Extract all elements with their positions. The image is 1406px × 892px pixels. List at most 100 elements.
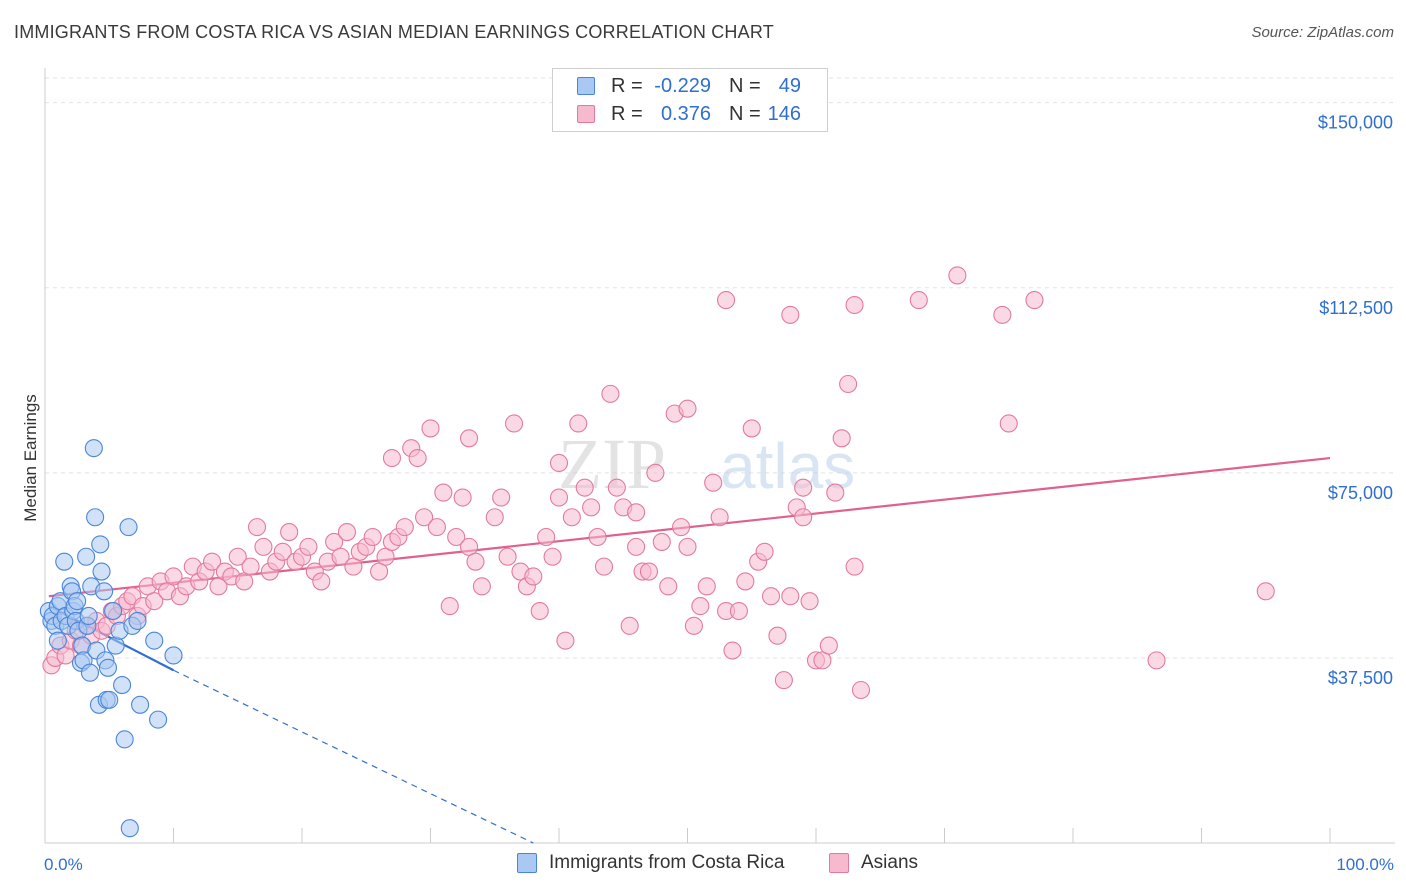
asian-point — [1025, 291, 1044, 310]
costa-rica-point — [95, 582, 114, 601]
y-tick-label: $75,000 — [1328, 483, 1393, 503]
asian-point — [241, 557, 260, 576]
asian-point — [639, 562, 659, 581]
costa-rica-point — [131, 695, 150, 714]
legend-row-pink: R = 0.376 N = 146 — [553, 100, 827, 128]
costa-rica-point — [100, 690, 119, 709]
asian-point — [781, 587, 800, 606]
asian-point — [704, 473, 723, 492]
asian-point — [537, 527, 556, 547]
costa-rica-point — [145, 631, 164, 650]
asian-point — [549, 488, 569, 507]
costa-rica-point — [115, 730, 134, 749]
axes — [44, 68, 1395, 844]
asian-point — [492, 488, 511, 507]
legend-swatch-pink — [577, 105, 595, 123]
asian-point — [164, 567, 183, 586]
asian-point — [588, 527, 607, 547]
asian-point — [1256, 582, 1275, 601]
asian-point — [768, 626, 787, 645]
asian-point — [427, 518, 446, 537]
asian-point — [549, 453, 569, 473]
costa-rica-point — [98, 658, 118, 677]
trend-lines — [48, 456, 1331, 844]
costa-rica-point — [48, 631, 67, 650]
asian-point — [845, 295, 864, 315]
asian-point — [299, 537, 318, 556]
asian-point — [421, 419, 440, 438]
legend-r-value: 0.376 — [660, 102, 711, 125]
asian-point — [794, 508, 813, 527]
asian-point — [755, 542, 774, 561]
asian-point — [415, 508, 434, 527]
costa-rica-point — [164, 646, 183, 665]
asian-point — [472, 577, 491, 596]
costa-rica-point — [68, 592, 87, 611]
legend-item-costa-rica[interactable]: Immigrants from Costa Rica — [517, 852, 784, 874]
asian-point — [819, 636, 838, 655]
costa-rica-point — [79, 606, 98, 626]
asian-point — [524, 567, 543, 586]
asian-point — [774, 671, 793, 690]
asian-point — [1147, 651, 1166, 670]
asian-point — [363, 527, 382, 547]
asian-point — [594, 557, 614, 576]
asian-point — [839, 374, 858, 394]
legend-item-asians[interactable]: Asians — [829, 852, 918, 874]
asian-point — [697, 577, 716, 596]
asian-point — [627, 537, 646, 556]
asian-point — [466, 552, 485, 571]
costa-rica-point — [86, 508, 105, 527]
asian-points — [42, 266, 1275, 700]
asian-point — [826, 483, 845, 502]
costa-rica-point — [104, 601, 123, 621]
legend-label-asians: Asians — [861, 852, 919, 873]
asian-point — [999, 414, 1018, 433]
asian-point — [203, 552, 222, 571]
asian-point — [440, 597, 459, 616]
correlation-legend: R = -0.229 N = 49 R = 0.376 N = 146 — [552, 68, 828, 132]
asian-point — [646, 463, 665, 482]
asian-point — [395, 518, 414, 537]
legend-label-costa-rica: Immigrants from Costa Rica — [549, 852, 785, 873]
asian-point — [909, 291, 928, 310]
costa-rica-point — [119, 518, 138, 537]
asian-point — [716, 291, 736, 310]
asian-point — [247, 518, 267, 537]
costa-rica-point — [84, 439, 103, 458]
costa-rica-point — [113, 676, 132, 695]
source-note: Source: ZipAtlas.com — [1251, 24, 1394, 41]
asian-point — [678, 537, 697, 556]
legend-n-value: 146 — [767, 102, 801, 125]
legend-n-label: N = — [729, 102, 761, 125]
asian-point — [453, 488, 472, 507]
asian-point — [273, 542, 292, 561]
asian-point — [254, 537, 273, 556]
y-tick-label: $37,500 — [1328, 668, 1393, 688]
asian-point — [382, 448, 402, 468]
asian-point — [851, 680, 871, 700]
asian-point — [729, 601, 748, 621]
asian-point — [710, 508, 729, 527]
asian-point — [530, 601, 549, 621]
chart-title: IMMIGRANTS FROM COSTA RICA VS ASIAN MEDI… — [14, 22, 774, 42]
asian-point — [504, 414, 524, 433]
asian-point — [800, 592, 819, 611]
asian-point — [678, 399, 697, 418]
costa-rica-point — [77, 547, 96, 566]
asian-point — [794, 478, 813, 497]
series-legend: Immigrants from Costa Rica Asians — [0, 852, 1406, 878]
asian-point — [562, 508, 581, 527]
asian-point — [312, 572, 331, 591]
asian-point — [832, 429, 851, 448]
asian-point — [948, 266, 967, 285]
x-tick-label-left: 0.0% — [44, 855, 83, 874]
costa-rica-point — [106, 636, 125, 655]
asian-point — [845, 557, 864, 576]
asian-point — [761, 587, 781, 606]
legend-swatch-costa-rica — [517, 853, 537, 873]
asian-point — [607, 478, 626, 497]
asian-point — [601, 384, 620, 403]
asian-point — [485, 508, 504, 527]
asian-point — [723, 641, 742, 660]
